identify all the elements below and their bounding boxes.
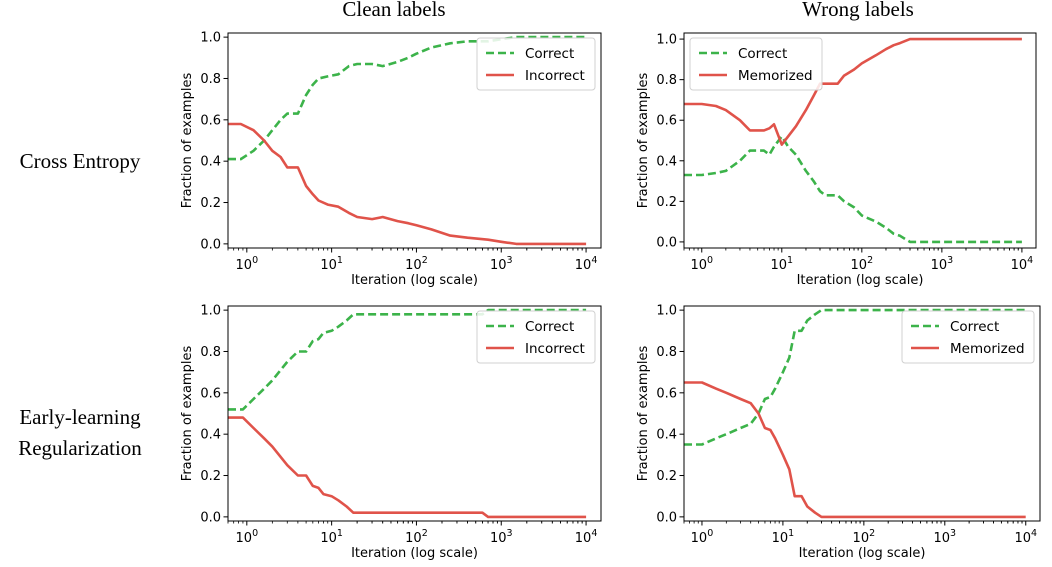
y-tick-label: 1.0 [656,304,677,319]
x-axis-label: Iteration (log scale) [351,546,478,561]
row-title-elr: Early-learning Regularization [0,402,160,464]
series-line-correct [228,35,587,161]
y-axis-label: Fraction of examples [636,346,651,482]
series-line-memorized [684,381,1026,519]
x-tick-label: 104 [1014,528,1037,546]
x-tick-label: 101 [320,255,343,273]
y-tick-label: 0.4 [200,428,221,443]
y-tick-label: 0.2 [656,195,677,210]
x-tick-label: 104 [1011,255,1034,273]
y-tick-label: 0.8 [200,72,221,87]
legend: Correct Memorized [901,310,1035,364]
column-title-wrong: Wrong labels [802,0,914,21]
y-tick-label: 0.8 [656,73,677,88]
y-tick-label: 0.8 [656,345,677,360]
row-title-line: Cross Entropy [19,149,141,173]
legend-label: Correct [950,319,999,335]
y-tick-label: 0.4 [656,428,677,443]
x-tick-label: 103 [934,528,957,546]
y-tick-label: 0.6 [200,386,221,401]
legend-box [476,37,596,91]
y-tick-label: 0.4 [200,155,221,170]
series-line-correct [684,135,1022,244]
y-tick-label: 0.6 [656,114,677,129]
series-line-incorrect [228,122,587,246]
x-tick-label: 103 [931,255,954,273]
y-tick-label: 1.0 [656,33,677,48]
x-tick-label: 102 [851,255,874,273]
x-tick-label: 102 [405,528,428,546]
plot-frame [683,305,1041,522]
y-tick-label: 0.2 [656,469,677,484]
legend-label: Incorrect [525,68,585,84]
legend-label: Incorrect [525,341,585,357]
legend-label: Correct [525,46,574,62]
x-axis-label: Iteration (log scale) [799,546,926,561]
series-line-correct [228,308,587,411]
y-tick-label: 1.0 [200,31,221,46]
plot-frame [227,305,602,522]
legend: Correct Incorrect [476,37,596,91]
plot-frame [227,32,602,249]
x-tick-label: 100 [690,255,713,273]
x-tick-label: 104 [575,528,598,546]
legend: Correct Memorized [689,37,823,91]
legend-box [901,310,1035,364]
legend-box [689,37,823,91]
plot-frame [683,32,1037,249]
x-tick-label: 104 [575,255,598,273]
row-title-line: Early-learning [19,405,141,429]
y-tick-label: 0.6 [656,386,677,401]
x-tick-label: 101 [320,528,343,546]
legend-label: Correct [525,319,574,335]
y-tick-label: 0.8 [200,345,221,360]
column-title-clean: Clean labels [342,0,446,21]
y-tick-label: 0.6 [200,113,221,128]
row-title-cross-entropy: Cross Entropy [0,146,160,177]
y-tick-label: 0.0 [200,237,221,252]
x-axis-label: Iteration (log scale) [351,273,478,288]
chart-clean-cross-entropy: 100 101 102 103 104 0.0 0.2 0.4 0.6 0.8 1.0 Iterati… [180,31,602,288]
y-tick-label: 1.0 [200,304,221,319]
y-tick-label: 0.0 [200,510,221,525]
chart-clean-elr: 100 101 102 103 104 0.0 0.2 0.4 0.6 0.8 1.0 Iterati… [180,304,602,561]
x-tick-label: 103 [490,528,513,546]
x-tick-label: 100 [236,528,259,546]
y-tick-label: 0.2 [200,196,221,211]
x-tick-label: 103 [490,255,513,273]
legend-label: Memorized [950,341,1025,357]
x-axis-label: Iteration (log scale) [797,273,924,288]
y-tick-label: 0.0 [656,235,677,250]
series-line-memorized [684,37,1022,146]
y-axis-label: Fraction of examples [180,346,195,482]
x-tick-label: 102 [853,528,876,546]
x-tick-label: 100 [236,255,259,273]
series-line-correct [684,308,1026,446]
y-axis-label: Fraction of examples [636,73,651,209]
x-tick-label: 101 [772,528,795,546]
chart-wrong-cross-entropy: 100 101 102 103 104 0.0 0.2 0.4 0.6 0.8 1.0 Iterati… [636,32,1037,288]
y-tick-label: 0.4 [656,154,677,169]
x-tick-label: 101 [770,255,793,273]
chart-wrong-elr: 100 101 102 103 104 0.0 0.2 0.4 0.6 0.8 1.0 Iterati… [636,304,1041,561]
row-title-line: Regularization [18,436,142,460]
legend-label: Memorized [738,68,813,84]
legend: Correct Incorrect [476,310,596,364]
legend-box [476,310,596,364]
legend-label: Correct [738,46,787,62]
y-tick-label: 0.0 [656,510,677,525]
y-tick-label: 0.2 [200,469,221,484]
series-line-incorrect [228,416,587,519]
y-axis-label: Fraction of examples [180,73,195,209]
x-tick-label: 100 [691,528,714,546]
x-tick-label: 102 [405,255,428,273]
